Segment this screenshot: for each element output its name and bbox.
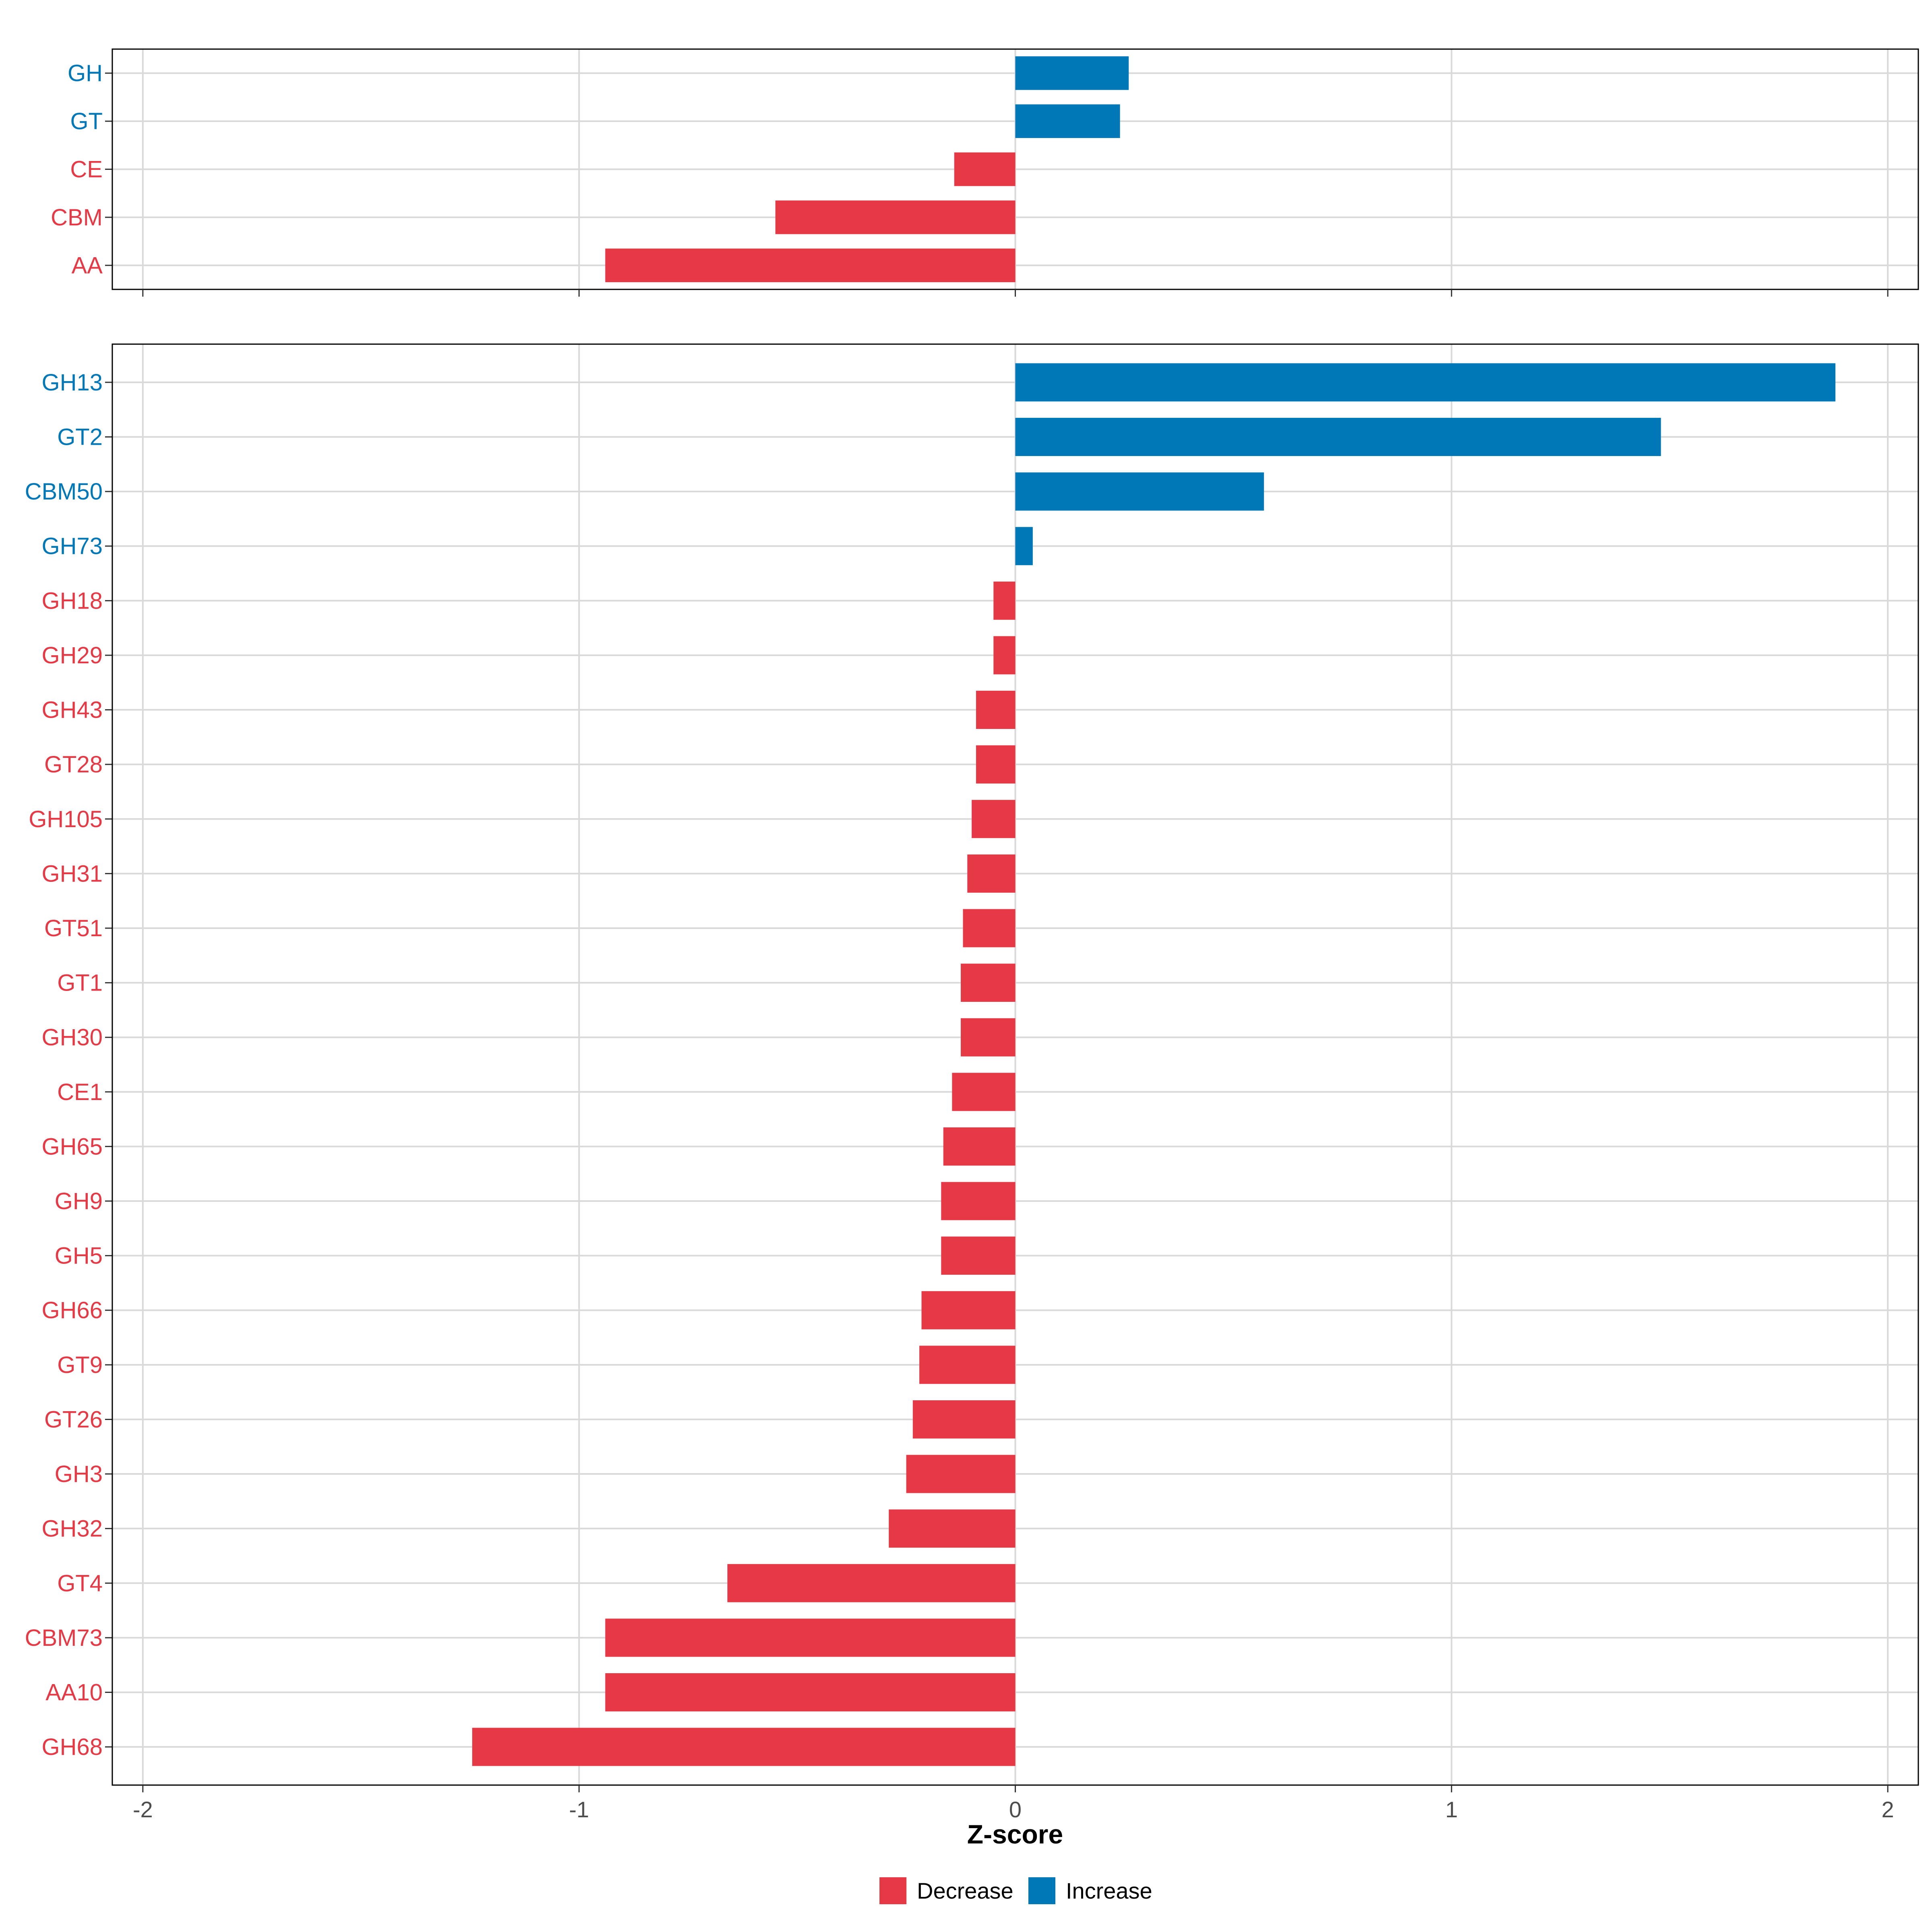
y-label-gt51: GT51: [44, 915, 103, 941]
bar-gh18: [993, 581, 1016, 620]
bar-gh66: [921, 1291, 1016, 1329]
y-label-gt9: GT9: [57, 1352, 103, 1378]
bar-aa10: [605, 1673, 1016, 1711]
top-panel-x-ticks: [142, 289, 1889, 297]
y-label-cbm50: CBM50: [25, 479, 103, 505]
y-label-gh43: GH43: [41, 697, 103, 723]
bar-gh9: [941, 1182, 1016, 1220]
bar-gh73: [1015, 527, 1033, 566]
bar-gt26: [912, 1400, 1016, 1439]
bottom-panel-bars: [472, 363, 1836, 1766]
bar-gh30: [961, 1018, 1016, 1057]
y-label-gh5: GH5: [55, 1243, 103, 1269]
legend-swatch-decrease: [879, 1877, 906, 1904]
y-label-gh66: GH66: [41, 1297, 103, 1323]
y-label-gh18: GH18: [41, 588, 103, 614]
bar-ce1: [952, 1073, 1016, 1111]
bottom-panel-grid: [112, 344, 1918, 1785]
y-label-gh105: GH105: [29, 806, 103, 832]
y-label-gt2: GT2: [57, 424, 103, 450]
top-panel-bars: [605, 56, 1129, 283]
bar-gt51: [963, 909, 1016, 947]
legend-label-decrease: Decrease: [917, 1878, 1013, 1903]
y-label-aa10: AA10: [45, 1679, 103, 1705]
bar-gh29: [993, 636, 1016, 675]
bar-cbm50: [1015, 472, 1264, 511]
bar-aa: [605, 248, 1016, 283]
bar-gh: [1015, 56, 1129, 90]
bar-gh65: [943, 1127, 1016, 1166]
bar-gt2: [1015, 418, 1661, 456]
y-label-gh32: GH32: [41, 1516, 103, 1542]
x-tick-label-0: -2: [133, 1797, 153, 1822]
bar-gh13: [1015, 363, 1836, 402]
bar-gh43: [976, 691, 1016, 729]
bar-gh68: [472, 1728, 1016, 1766]
y-label-cbm73: CBM73: [25, 1625, 103, 1651]
bar-gt28: [976, 745, 1016, 784]
y-label-aa: AA: [72, 252, 103, 279]
bar-gt4: [727, 1564, 1016, 1602]
y-label-ce: CE: [70, 157, 103, 183]
bottom-panel: GH13 GT2 CBM50 GH73 GH18 GH29 GH43 GT28 GH105 GH3…: [25, 343, 1919, 1822]
bar-cbm: [775, 200, 1016, 234]
bar-gh32: [889, 1509, 1016, 1548]
bar-gh105: [972, 800, 1016, 838]
bar-cbm73: [605, 1618, 1016, 1657]
x-tick-label-2: 0: [1009, 1797, 1022, 1822]
bar-gt1: [961, 964, 1016, 1002]
legend: Decrease Increase: [879, 1877, 1152, 1904]
y-label-cbm: CBM: [51, 204, 103, 231]
y-label-ce1: CE1: [57, 1079, 103, 1105]
y-label-gt28: GT28: [44, 751, 103, 778]
y-label-gh3: GH3: [55, 1461, 103, 1487]
legend-swatch-increase: [1028, 1877, 1055, 1904]
top-panel-y-labels: GH GT CE CBM AA: [51, 60, 112, 279]
y-label-gh13: GH13: [41, 369, 103, 396]
x-tick-label-1: -1: [569, 1797, 589, 1822]
y-label-gh73: GH73: [41, 533, 103, 559]
top-panel: GH GT CE CBM AA: [51, 48, 1919, 297]
bar-ce: [954, 152, 1016, 186]
y-label-gt1: GT1: [57, 970, 103, 996]
y-label-gh: GH: [68, 60, 103, 87]
bar-gt9: [919, 1346, 1016, 1384]
y-label-gh68: GH68: [41, 1734, 103, 1760]
bar-gh31: [967, 854, 1016, 893]
y-label-gh30: GH30: [41, 1024, 103, 1051]
y-label-gh9: GH9: [55, 1188, 103, 1214]
bottom-panel-y-labels: GH13 GT2 CBM50 GH73 GH18 GH29 GH43 GT28 GH105 GH3…: [25, 369, 112, 1760]
x-tick-label-4: 2: [1882, 1797, 1894, 1822]
y-label-gt4: GT4: [57, 1570, 103, 1596]
bar-gh3: [906, 1455, 1016, 1493]
legend-label-increase: Increase: [1066, 1878, 1152, 1903]
y-label-gh65: GH65: [41, 1133, 103, 1160]
x-axis-title: Z-score: [967, 1819, 1063, 1849]
y-label-gt26: GT26: [44, 1406, 103, 1432]
bar-gt: [1015, 104, 1120, 138]
y-label-gt: GT: [70, 108, 103, 134]
bottom-panel-x-ticks: -2 -1 0 1 2: [133, 1785, 1894, 1822]
x-tick-label-3: 1: [1445, 1797, 1458, 1822]
y-label-gh29: GH29: [41, 642, 103, 669]
y-label-gh31: GH31: [41, 861, 103, 887]
bar-gh5: [941, 1236, 1016, 1275]
